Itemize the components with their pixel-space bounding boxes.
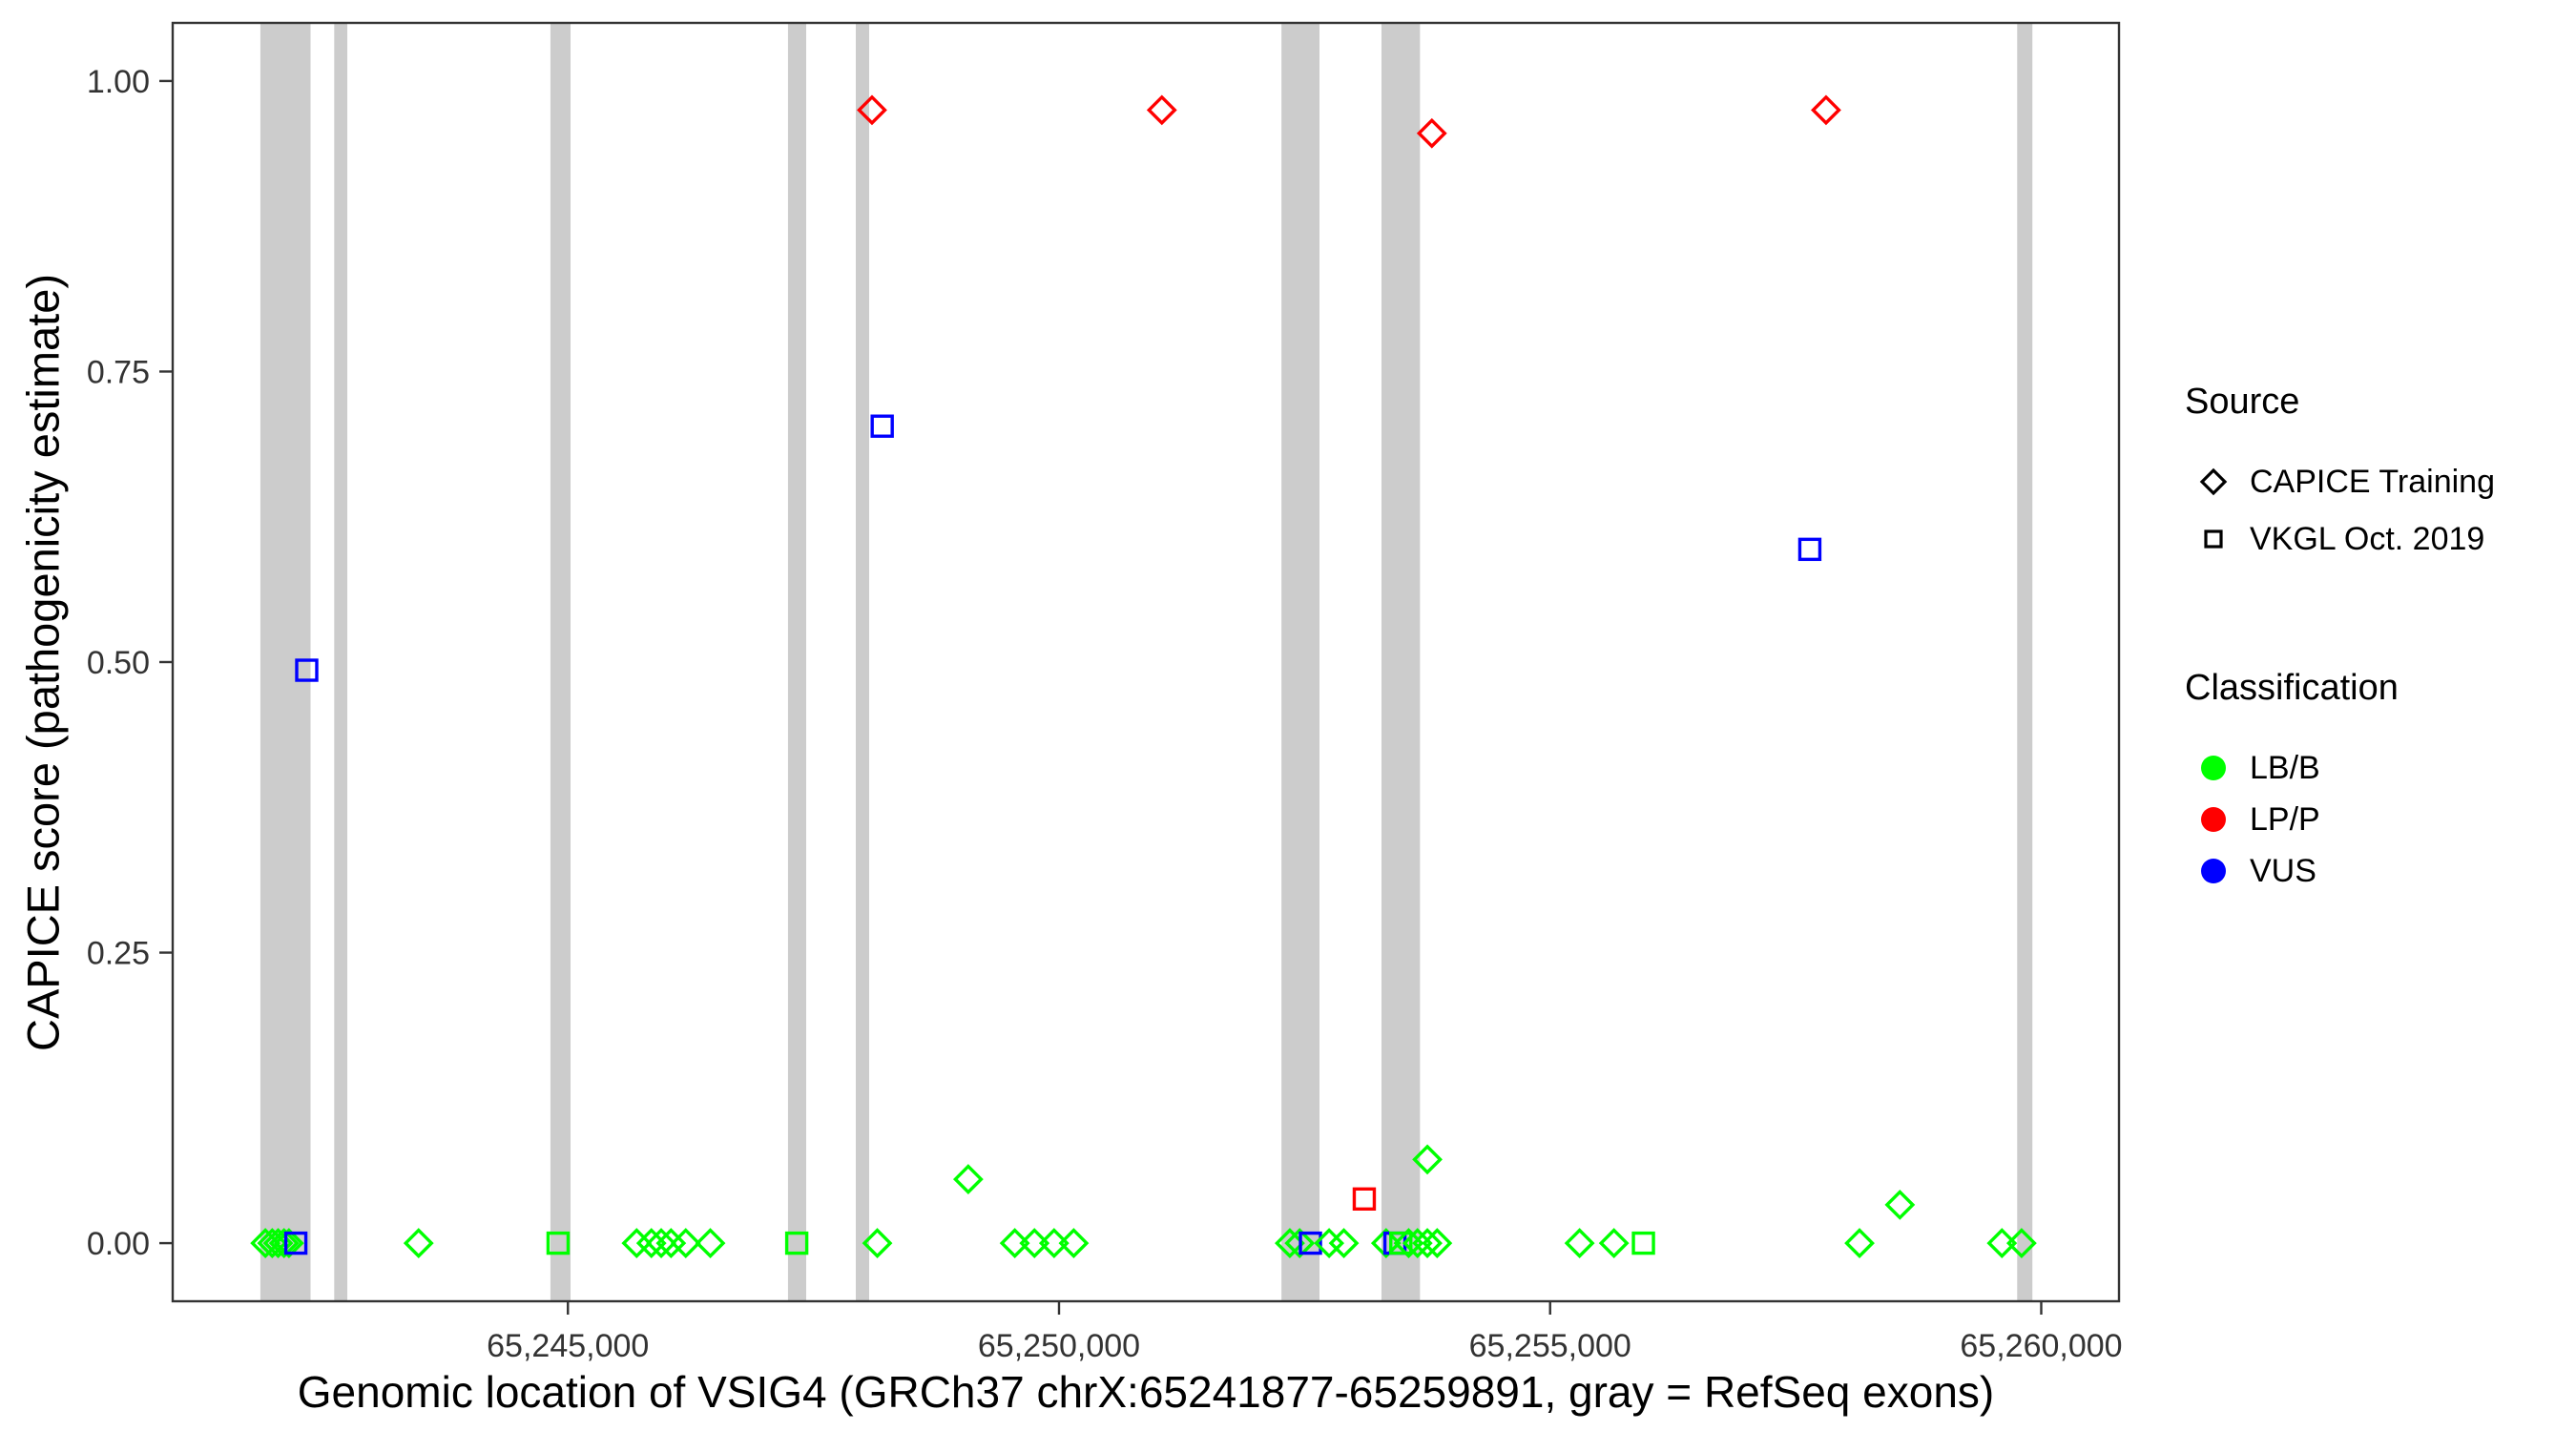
svg-text:1.00: 1.00 bbox=[87, 64, 150, 100]
svg-text:0.50: 0.50 bbox=[87, 645, 150, 681]
svg-text:0.75: 0.75 bbox=[87, 354, 150, 390]
svg-text:0.00: 0.00 bbox=[87, 1226, 150, 1262]
svg-text:65,250,000: 65,250,000 bbox=[978, 1328, 1140, 1364]
svg-text:65,255,000: 65,255,000 bbox=[1469, 1328, 1631, 1364]
svg-text:65,260,000: 65,260,000 bbox=[1960, 1328, 2122, 1364]
svg-text:65,245,000: 65,245,000 bbox=[487, 1328, 649, 1364]
svg-text:0.25: 0.25 bbox=[87, 936, 150, 972]
